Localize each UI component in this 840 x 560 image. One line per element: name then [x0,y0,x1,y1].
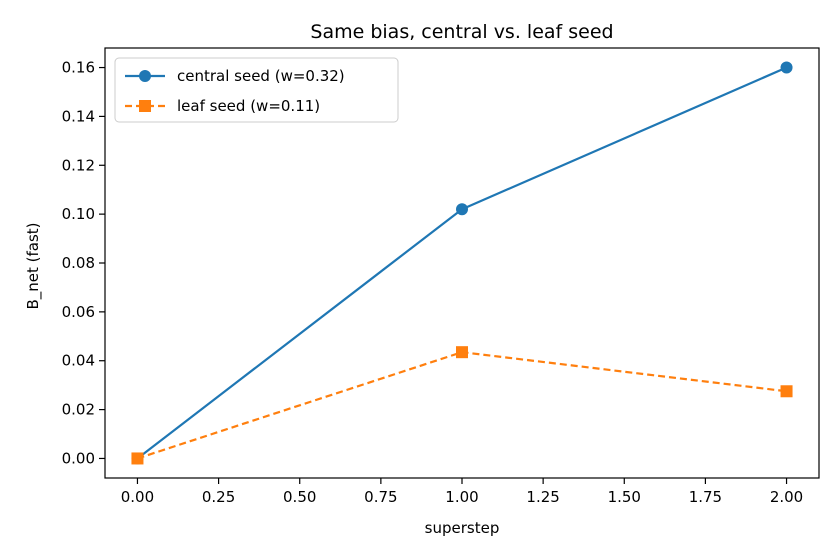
x-tick-label-2: 0.50 [283,488,316,506]
x-tick-label-6: 1.50 [608,488,641,506]
series-1-point-2 [780,385,793,398]
x-tick-label-0: 0.00 [121,488,154,506]
legend-marker-1 [139,100,151,112]
x-tick-label-3: 0.75 [364,488,397,506]
series-0-point-2 [780,61,793,74]
series-1-point-1 [456,346,468,359]
x-axis-label: superstep [425,519,500,537]
y-tick-label-4: 0.08 [62,254,95,272]
y-tick-label-6: 0.12 [62,156,95,174]
series-line-0 [136,66,787,460]
x-tick-label-4: 1.00 [445,488,478,506]
y-tick-label-1: 0.02 [62,401,95,419]
x-tick-label-5: 1.25 [526,488,559,506]
legend: central seed (w=0.32) leaf seed (w=0.11) [114,57,399,123]
legend-label-0: central seed (w=0.32) [177,67,345,85]
x-tick-label-8: 2.00 [770,488,803,506]
y-tick-label-2: 0.04 [62,352,95,370]
y-axis-label: B_net (fast) [24,222,43,309]
y-tick-label-5: 0.10 [62,205,95,223]
y-tick-label-3: 0.06 [62,303,95,321]
x-tick-label-1: 0.25 [202,488,235,506]
legend-frame [114,57,399,123]
y-tick-label-8: 0.16 [62,59,95,77]
series-line-1 [137,351,787,460]
legend-marker-0 [139,70,151,82]
plot-area: 0.00 0.25 0.50 0.75 1.00 1.25 1.50 1.75 2.00 0.00… [62,47,820,506]
series-1-point-0 [131,452,144,465]
series-0-point-1 [456,203,468,216]
y-tick-label-7: 0.14 [62,107,95,125]
y-tick-label-0: 0.00 [62,449,95,467]
chart-title: Same bias, central vs. leaf seed [310,21,613,43]
legend-label-1: leaf seed (w=0.11) [177,97,320,115]
x-tick-label-7: 1.75 [689,488,722,506]
